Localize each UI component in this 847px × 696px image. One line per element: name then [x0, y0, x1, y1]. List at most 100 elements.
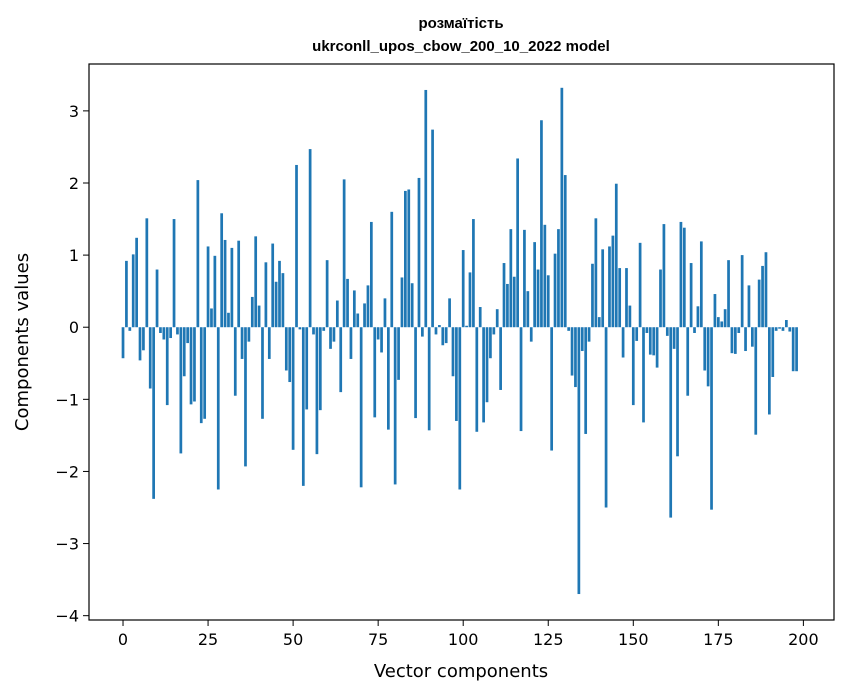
bar-128 [557, 229, 560, 328]
bar-89 [424, 89, 428, 328]
bar-178 [727, 260, 730, 328]
bar-52 [298, 327, 302, 330]
y-tick-label: 2 [69, 174, 79, 193]
bar-81 [397, 327, 400, 380]
bar-6 [142, 327, 145, 351]
x-tick-label: 100 [448, 630, 479, 649]
bar-166 [686, 327, 690, 396]
bar-142 [604, 327, 608, 508]
bar-148 [625, 268, 628, 328]
plot-frame [88, 63, 835, 621]
bar-42 [264, 262, 268, 328]
bar-60 [325, 260, 329, 328]
bar-48 [284, 327, 288, 371]
bar-145 [614, 183, 618, 328]
bar-26 [210, 308, 213, 328]
bar-163 [676, 327, 679, 457]
bar-160 [665, 327, 669, 336]
bar-118 [523, 229, 526, 328]
y-tick-label: −2 [55, 462, 79, 481]
bar-68 [352, 290, 356, 328]
bar-154 [645, 327, 649, 333]
bar-193 [778, 327, 781, 329]
bar-69 [356, 313, 360, 328]
bar-197 [791, 327, 795, 372]
bar-175 [716, 317, 720, 328]
x-axis-label: Vector components [374, 661, 548, 682]
bar-98 [455, 327, 458, 421]
bar-101 [465, 325, 468, 328]
bar-137 [587, 327, 591, 342]
bar-130 [563, 175, 567, 328]
bar-77 [383, 298, 387, 328]
bar-141 [601, 249, 605, 328]
bar-187 [757, 279, 761, 328]
bar-47 [281, 273, 285, 328]
bar-72 [366, 285, 370, 328]
bar-8 [148, 327, 152, 389]
bar-181 [737, 327, 741, 333]
bar-57 [315, 327, 319, 455]
bar-94 [441, 327, 445, 346]
bar-120 [529, 327, 533, 342]
bar-183 [744, 327, 747, 352]
bar-173 [710, 327, 713, 510]
bar-28 [216, 327, 220, 490]
bar-75 [376, 327, 380, 340]
x-tick-label: 25 [198, 630, 218, 649]
x-tick-label: 0 [118, 630, 128, 649]
bar-171 [703, 327, 707, 371]
bar-74 [373, 327, 377, 418]
y-tick-label: 0 [69, 318, 79, 337]
bar-111 [499, 327, 502, 390]
bar-16 [176, 327, 179, 335]
bar-78 [387, 327, 390, 430]
bar-115 [512, 276, 516, 328]
chart-title: розмаїтість [418, 15, 503, 32]
bar-158 [659, 269, 662, 328]
bar-190 [768, 327, 771, 415]
y-axis-ticks: −4 −3 −2 −1 0 1 2 3 [55, 102, 89, 626]
bar-100 [461, 250, 465, 328]
bar-1 [125, 260, 128, 328]
bar-108 [489, 327, 492, 359]
bar-195 [785, 320, 788, 328]
bar-9 [152, 327, 155, 499]
bar-49 [288, 327, 292, 383]
bar-126 [550, 327, 554, 451]
bar-124 [543, 224, 547, 328]
bar-179 [730, 327, 734, 354]
bar-11 [159, 327, 162, 333]
bar-121 [533, 242, 536, 328]
bar-149 [628, 305, 632, 328]
bar-88 [421, 327, 424, 337]
bar-96 [448, 298, 451, 328]
bar-172 [706, 327, 710, 387]
bar-21 [193, 327, 196, 402]
bar-192 [774, 327, 778, 331]
bar-38 [250, 296, 254, 328]
bar-2 [128, 327, 132, 331]
bar-116 [516, 158, 519, 328]
bar-35 [240, 327, 244, 359]
y-tick-label: −3 [55, 535, 79, 554]
bar-59 [322, 327, 326, 331]
x-axis-ticks: 0 25 50 75 100 125 150 175 200 [118, 620, 819, 649]
bar-44 [271, 243, 275, 328]
bar-161 [669, 327, 673, 518]
bar-61 [329, 327, 332, 349]
bar-63 [335, 300, 339, 328]
bar-93 [438, 325, 441, 328]
bar-79 [390, 211, 394, 328]
bar-80 [393, 327, 397, 485]
bar-27 [213, 255, 217, 328]
bar-34 [237, 240, 241, 328]
bar-170 [699, 241, 703, 328]
bar-102 [468, 272, 472, 328]
bar-45 [274, 281, 278, 328]
bar-76 [380, 327, 383, 353]
bar-155 [648, 327, 652, 355]
bar-84 [407, 189, 411, 328]
bar-164 [679, 221, 683, 328]
